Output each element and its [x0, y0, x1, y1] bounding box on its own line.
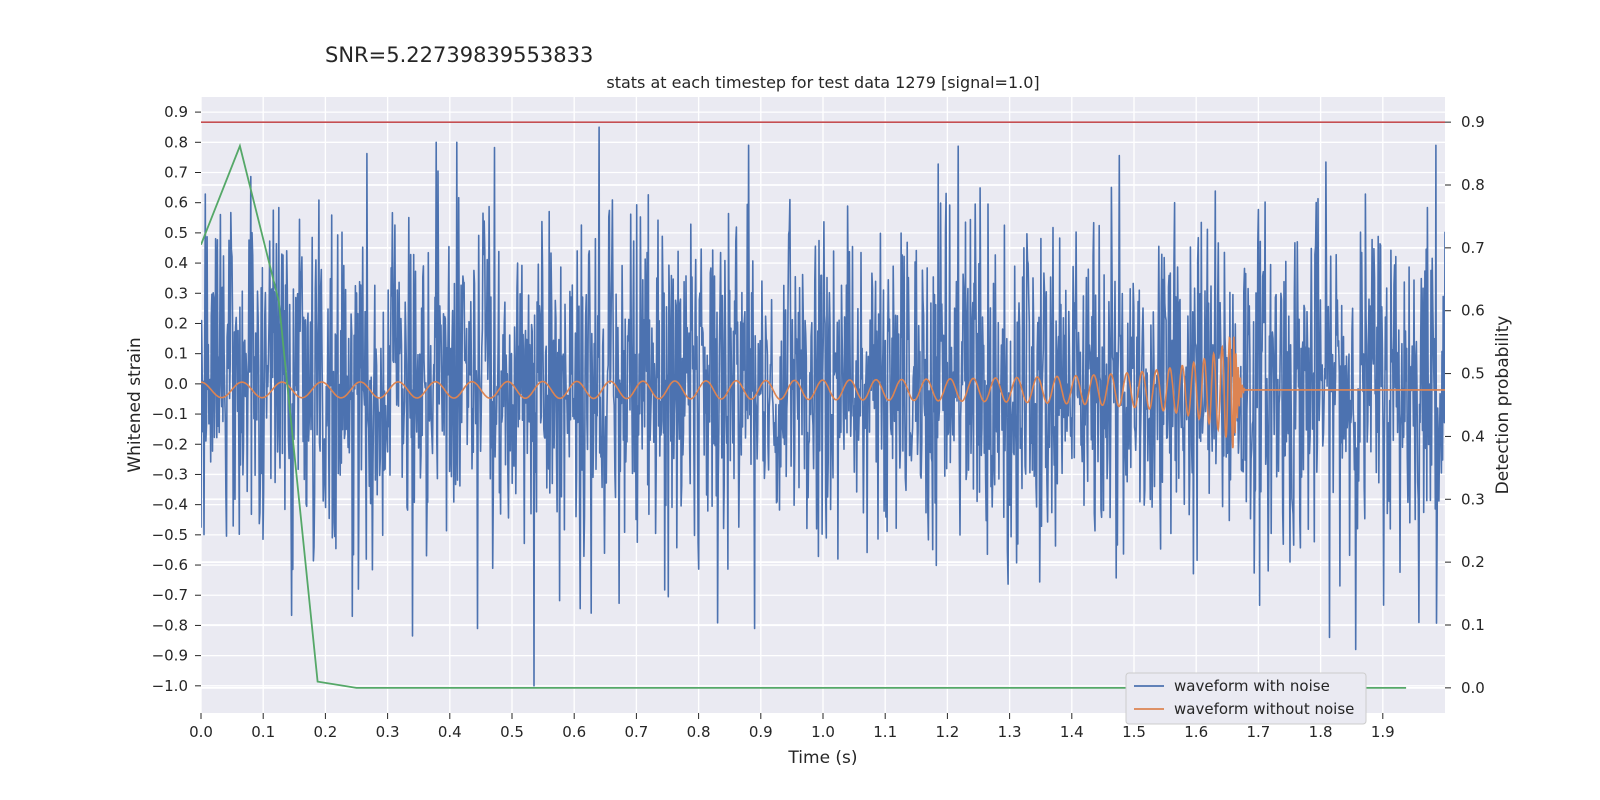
y-tick-label: 0.2 [164, 314, 188, 332]
x-tick-label: 1.7 [1246, 723, 1270, 741]
y2-tick-label: 0.9 [1461, 113, 1485, 131]
y-tick-label: 0.9 [164, 103, 188, 121]
x-tick-label: 1.5 [1122, 723, 1146, 741]
x-tick-label: 1.3 [998, 723, 1022, 741]
legend-label: waveform with noise [1174, 677, 1330, 695]
y2-tick-label: 0.3 [1461, 490, 1485, 508]
y2-tick-label: 0.1 [1461, 616, 1485, 634]
y-tick-label: −0.6 [152, 556, 188, 574]
y-tick-label: 0.4 [164, 254, 188, 272]
y-tick-label: 0.7 [164, 163, 188, 181]
legend-label: waveform without noise [1174, 700, 1354, 718]
y-tick-label: 0.1 [164, 345, 188, 363]
y-tick-label: −1.0 [152, 677, 188, 695]
y-tick-label: −0.3 [152, 465, 188, 483]
y-tick-label: −0.1 [152, 405, 188, 423]
series-waveform-without-noise [201, 336, 1445, 449]
y-tick-label: 0.6 [164, 194, 188, 212]
y-tick-label: −0.4 [152, 496, 188, 514]
x-tick-label: 1.8 [1309, 723, 1333, 741]
y-tick-label: −0.8 [152, 616, 188, 634]
y2-tick-label: 0.6 [1461, 302, 1485, 320]
legend-box [1125, 672, 1367, 725]
grid [200, 97, 1445, 713]
y-tick-label: 0.8 [164, 133, 188, 151]
x-tick-label: 0.8 [687, 723, 711, 741]
x-tick-label: 0.6 [562, 723, 586, 741]
y-tick-label: −0.5 [152, 526, 188, 544]
y-tick-label: 0.3 [164, 284, 188, 302]
y-tick-label: −0.9 [152, 647, 188, 665]
x-tick-label: 1.9 [1371, 723, 1395, 741]
x-tick-label: 0.3 [376, 723, 400, 741]
y2-tick-label: 0.5 [1461, 365, 1485, 383]
y-axis-label: Whitened strain [125, 337, 145, 472]
y2-tick-label: 0.7 [1461, 239, 1485, 257]
x-axis-label: Time (s) [787, 748, 857, 768]
y2-tick-label: 0.4 [1461, 427, 1485, 445]
x-tick-label: 1.6 [1184, 723, 1208, 741]
y2-axis-label: Detection probability [1493, 316, 1513, 495]
x-tick-label: 1.0 [811, 723, 835, 741]
x-tick-label: 0.1 [251, 723, 275, 741]
x-tick-label: 0.7 [624, 723, 648, 741]
legend: waveform with noise waveform without nois… [1125, 672, 1367, 725]
y-tick-label: 0.0 [164, 375, 188, 393]
y2-tick-label: 0.8 [1461, 176, 1485, 194]
series-group [201, 121, 1445, 689]
y2-tick-label: 0.0 [1461, 679, 1485, 697]
x-tick-label: 0.4 [438, 723, 462, 741]
y2-tick-label: 0.2 [1461, 553, 1485, 571]
x-tick-label: 1.4 [1060, 723, 1084, 741]
x-tick-label: 0.2 [313, 723, 337, 741]
y-tick-label: −0.7 [152, 586, 188, 604]
x-tick-label: 0.5 [500, 723, 524, 741]
x-tick-label: 0.9 [749, 723, 773, 741]
x-tick-label: 1.1 [873, 723, 897, 741]
x-tick-label: 1.2 [935, 723, 959, 741]
x-tick-label: 0.0 [189, 723, 213, 741]
figure-suptitle: SNR=5.22739839553833 [325, 43, 593, 67]
y-tick-label: 0.5 [164, 224, 188, 242]
chart-title: stats at each timestep for test data 127… [606, 73, 1039, 92]
y-tick-label: −0.2 [152, 435, 188, 453]
